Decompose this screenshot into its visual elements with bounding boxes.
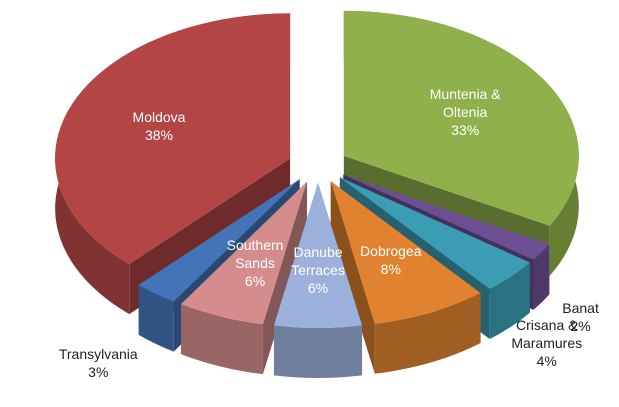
category-name: Banat	[562, 299, 599, 316]
slice-side	[181, 304, 263, 375]
slice-top	[343, 10, 579, 226]
category-name: Danube Terraces	[291, 244, 345, 278]
slice-top	[181, 181, 307, 325]
category-name: Muntenia & Oltenia	[429, 85, 501, 120]
slice-top	[330, 181, 481, 324]
slice	[181, 181, 307, 375]
slice-label: Danube Terraces 6%	[268, 243, 368, 297]
value-label: 38%	[144, 127, 174, 144]
slice-top	[55, 13, 291, 265]
value-label: 3%	[88, 363, 109, 380]
slice-label: Banat 2%	[562, 299, 599, 335]
category-name: Moldova	[132, 109, 186, 126]
value-label: 6%	[244, 272, 266, 289]
slice-label: Muntenia & Oltenia 33%	[415, 85, 515, 139]
slice-side	[273, 325, 363, 378]
slice-label: Southern Sands 6%	[205, 236, 305, 290]
slice-side	[138, 284, 174, 352]
value-label: 2%	[570, 317, 591, 334]
slice-label: Moldova 38%	[133, 108, 186, 144]
slice	[273, 183, 363, 378]
slice-top	[273, 183, 363, 328]
value-label: 33%	[451, 121, 480, 138]
value-label: 8%	[380, 261, 401, 277]
slice-label: Dobrogea 8%	[360, 242, 422, 278]
slice-label: Transylvania 3%	[59, 345, 138, 381]
slice-label: Crisana & Maramures 4%	[511, 316, 583, 370]
slice-top	[339, 177, 530, 290]
category-name: Southern Sands	[226, 236, 284, 271]
slice-top	[138, 179, 300, 302]
slice	[330, 181, 481, 374]
slice-side	[489, 262, 530, 340]
slice-side	[533, 244, 550, 310]
category-name: Transylvania	[58, 345, 138, 362]
slice-wall	[330, 181, 375, 374]
slice-top	[343, 174, 550, 260]
value-label: 4%	[536, 353, 557, 370]
category-name: Dobrogea	[360, 243, 422, 259]
category-name: Crisana & Maramures	[511, 317, 583, 352]
slice-side	[374, 293, 481, 374]
value-label: 6%	[307, 280, 329, 296]
